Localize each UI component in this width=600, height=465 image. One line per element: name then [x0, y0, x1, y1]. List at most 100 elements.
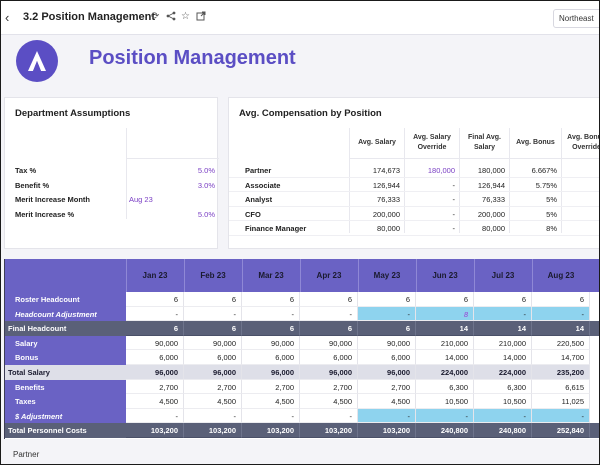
row-label-cell: Roster Headcount — [5, 292, 126, 307]
card-title: Avg. Compensation by Position — [239, 108, 382, 119]
grid-cell[interactable]: - — [416, 408, 474, 424]
grid-cell[interactable]: - — [300, 306, 358, 322]
grid-cell[interactable]: - — [300, 408, 358, 424]
star-icon[interactable]: ☆ — [181, 11, 190, 22]
grid-cell: 96,000 — [184, 365, 242, 380]
grid-cell: 14 — [416, 321, 474, 336]
month-header: Feb 23 — [200, 271, 226, 280]
grid-cell[interactable]: - — [242, 306, 300, 322]
avg-salary-cell: 76,333 — [377, 195, 400, 204]
salary-override-cell[interactable]: - — [452, 195, 456, 204]
grid-cell: 6 — [126, 321, 184, 336]
assumption-label: Merit Increase % — [15, 209, 75, 219]
column-divider — [300, 259, 301, 292]
new-window-icon[interactable] — [196, 11, 206, 24]
column-divider — [358, 259, 359, 292]
grid-cell: 90,000 — [242, 335, 300, 351]
region-selector-label: Northeast — [559, 14, 594, 23]
table-row: Associate 126,944 - 126,944 5.75% — [229, 178, 599, 192]
grid-cell: 14 — [532, 321, 590, 336]
position-name: Partner — [245, 166, 272, 175]
assumption-value[interactable]: 5.0% — [197, 166, 215, 175]
grid-cell: 2,700 — [242, 379, 300, 395]
assumption-value[interactable]: 3.0% — [197, 180, 215, 190]
grid-cell[interactable]: - — [532, 408, 590, 424]
grid-cell: 6 — [416, 292, 474, 307]
position-name: Associate — [245, 180, 281, 190]
grid-cell: 14,000 — [416, 350, 474, 365]
grid-cell: 6 — [358, 321, 416, 336]
column-divider — [184, 259, 185, 292]
back-chevron-icon[interactable]: ‹ — [5, 10, 10, 25]
grid-cell: 6 — [300, 292, 358, 307]
grid-cell: 14,000 — [474, 350, 532, 365]
grid-cell: 6 — [184, 292, 242, 307]
grid-cell[interactable]: 8 — [416, 306, 474, 322]
position-name: CFO — [245, 209, 261, 219]
assumption-label: Merit Increase Month — [15, 195, 91, 204]
avg-bonus-cell: 8% — [546, 224, 557, 233]
grid-cell: 103,200 — [242, 423, 300, 438]
grid-cell: 252,840 — [532, 423, 590, 438]
grid-cell[interactable]: - — [358, 408, 416, 424]
column-header — [126, 128, 219, 159]
salary-override-cell[interactable]: - — [452, 209, 456, 219]
region-selector-button[interactable]: Northeast — [553, 9, 599, 28]
salary-override-cell[interactable]: 180,000 — [427, 166, 455, 175]
grid-cell: 90,000 — [358, 335, 416, 351]
grid-row: Headcount Adjustment - - - - -8- - — [5, 306, 599, 322]
column-divider — [416, 259, 417, 292]
salary-override-cell[interactable]: - — [452, 180, 456, 190]
grid-cell: 6 — [358, 292, 416, 307]
grid-cell[interactable]: - — [126, 306, 184, 322]
app-logo — [16, 40, 58, 82]
final-salary-cell: 180,000 — [477, 166, 505, 175]
grid-cell[interactable]: - — [474, 408, 532, 424]
grid-cell[interactable]: - — [358, 306, 416, 322]
grid-row: Roster Headcount 6 6 6 6 6 6 6 6 — [5, 292, 599, 307]
grid-cell[interactable]: - — [242, 408, 300, 424]
final-salary-cell: 126,944 — [477, 180, 505, 190]
final-salary-cell: 76,333 — [482, 195, 505, 204]
grid-cell[interactable]: - — [474, 306, 532, 322]
salary-override-cell[interactable]: - — [452, 224, 456, 233]
row-label: Final Headcount — [8, 324, 67, 334]
section-title: Partner — [13, 450, 40, 459]
grid-cell: 4,500 — [184, 394, 242, 409]
grid-row: Final Headcount 6 6 6 6 6 14 14 14 — [5, 321, 599, 336]
grid-cell: 6,000 — [126, 350, 184, 365]
assumption-value[interactable]: Aug 23 — [129, 195, 153, 204]
grid-cell: 103,200 — [358, 423, 416, 438]
row-label-cell: Benefits — [5, 379, 126, 395]
share-icon[interactable] — [166, 11, 176, 24]
assumption-label: Benefit % — [15, 180, 50, 190]
assumption-row: Tax % 5.0% — [5, 163, 219, 178]
grid-cell: 6 — [474, 292, 532, 307]
avg-bonus-cell: 5% — [546, 195, 557, 204]
grid-cell[interactable]: - — [184, 408, 242, 424]
grid-cell[interactable]: - — [532, 306, 590, 322]
grid-cell: 11,025 — [532, 394, 590, 409]
page-header: Position Management — [1, 35, 599, 87]
grid-cell[interactable]: - — [126, 408, 184, 424]
top-bar: ‹ 3.2 Position Management ⟳ ☆ Northeast — [1, 1, 599, 35]
divider — [126, 159, 127, 219]
grid-cell: 6 — [126, 292, 184, 307]
row-label: Bonus — [15, 353, 39, 363]
grid-cell: 6,000 — [358, 350, 416, 365]
grid-cell: 6 — [242, 292, 300, 307]
grid-cell: 103,200 — [184, 423, 242, 438]
column-header: Avg. Salary — [349, 128, 404, 159]
month-header: May 23 — [373, 271, 401, 280]
grid-cell: 6 — [184, 321, 242, 336]
refresh-icon[interactable]: ⟳ — [151, 11, 160, 22]
month-header: Jan 23 — [142, 271, 168, 280]
grid-cell: 14 — [474, 321, 532, 336]
grid-cell[interactable]: - — [184, 306, 242, 322]
position-name: Finance Manager — [245, 224, 307, 233]
divider — [404, 159, 405, 233]
assumption-value[interactable]: 5.0% — [197, 209, 215, 219]
row-label: Total Salary — [8, 368, 50, 377]
grid-cell: 90,000 — [126, 335, 184, 351]
